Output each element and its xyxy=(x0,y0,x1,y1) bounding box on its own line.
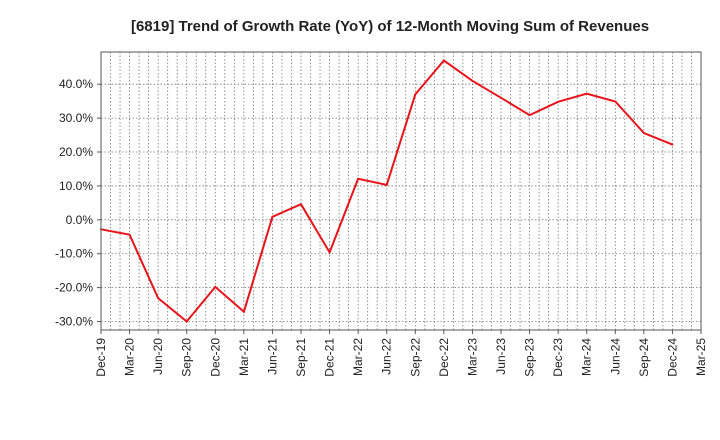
series-layer xyxy=(100,59,674,323)
data-point xyxy=(357,177,360,180)
y-tick-label: 30.0% xyxy=(59,111,93,125)
x-tick-label: Jun-20 xyxy=(151,338,165,375)
series-line xyxy=(100,59,673,323)
data-point xyxy=(214,285,217,288)
x-tick-label: Jun-23 xyxy=(494,338,508,375)
data-point xyxy=(128,233,131,236)
y-tick-label: -30.0% xyxy=(55,315,93,329)
x-tick-label: Mar-24 xyxy=(580,338,594,376)
y-tick-label: 20.0% xyxy=(59,145,93,159)
y-tick-label: -10.0% xyxy=(55,247,93,261)
x-tick-label: Jun-21 xyxy=(265,338,279,375)
x-tick-label: Mar-22 xyxy=(351,338,365,376)
x-axis: Dec-19 Mar-20 Jun-20 Sep-20 Dec-20 Mar-21 Jun-… xyxy=(94,330,708,377)
x-tick-label: Sep-22 xyxy=(408,338,422,377)
x-tick-label: Dec-21 xyxy=(323,338,337,377)
y-axis: -30.0% -20.0% -10.0% 0.0% 10.0% 20.0% 30.0% 40.… xyxy=(55,77,101,329)
data-point xyxy=(528,114,531,117)
x-tick-label: Sep-24 xyxy=(637,338,651,377)
data-point xyxy=(557,100,560,103)
data-point xyxy=(157,297,160,300)
x-tick-label: Dec-24 xyxy=(665,338,679,377)
y-tick-label: 40.0% xyxy=(59,77,93,91)
x-tick-label: Jun-24 xyxy=(608,338,622,375)
x-tick-label: Sep-21 xyxy=(294,338,308,377)
data-point xyxy=(585,92,588,95)
chart-title: [6819] Trend of Growth Rate (YoY) of 12-… xyxy=(131,18,649,35)
y-tick-label: -20.0% xyxy=(55,281,93,295)
x-tick-label: Jun-22 xyxy=(380,338,394,375)
y-tick-label: 0.0% xyxy=(66,213,94,227)
x-tick-label: Sep-23 xyxy=(523,338,537,377)
data-point xyxy=(500,96,502,99)
data-point xyxy=(414,93,417,96)
data-point xyxy=(242,310,245,313)
grid xyxy=(101,52,701,330)
x-tick-label: Mar-21 xyxy=(237,338,251,376)
y-tick-label: 10.0% xyxy=(59,179,93,193)
x-tick-label: Dec-20 xyxy=(208,338,222,377)
data-point xyxy=(185,320,188,323)
data-point xyxy=(471,79,474,82)
data-point xyxy=(642,132,645,135)
x-tick-label: Mar-25 xyxy=(694,338,708,376)
data-point xyxy=(300,203,302,206)
x-tick-label: Dec-19 xyxy=(94,338,108,377)
data-point xyxy=(328,251,331,254)
data-point xyxy=(271,215,274,218)
x-tick-label: Mar-23 xyxy=(465,338,479,376)
x-tick-label: Mar-20 xyxy=(123,338,137,376)
x-tick-label: Dec-22 xyxy=(437,338,451,377)
x-tick-label: Sep-20 xyxy=(180,338,194,377)
plot-frame xyxy=(100,51,702,331)
data-point xyxy=(614,100,617,103)
data-point xyxy=(385,183,388,186)
data-point xyxy=(442,59,445,62)
x-tick-label: Dec-23 xyxy=(551,338,565,377)
data-point xyxy=(671,143,674,146)
